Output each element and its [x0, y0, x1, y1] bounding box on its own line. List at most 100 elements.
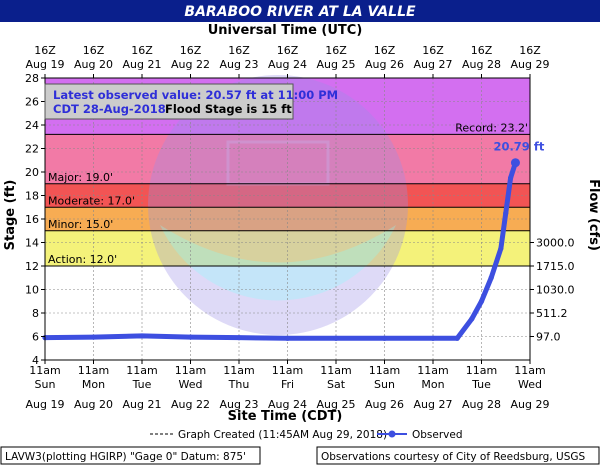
top-tick-hour: 16Z: [374, 44, 396, 57]
top-tick-hour: 16Z: [180, 44, 202, 57]
top-tick-date: Aug 25: [317, 58, 356, 71]
y-tick-label: 24: [25, 119, 39, 132]
watermark-circle: [148, 75, 408, 335]
legend-observed-label: Observed: [412, 429, 463, 441]
bottom-tick-date: Aug 29: [511, 398, 550, 411]
stage-label-major: Major: 19.0': [48, 171, 113, 184]
top-tick-hour: 16Z: [83, 44, 105, 57]
courtesy-box: [316, 446, 600, 465]
gage-info-text: LAVW3(plotting HGIRP) "Gage 0" Datum: 87…: [5, 451, 246, 463]
y-tick-label: 8: [32, 307, 39, 320]
watermark-lower-half: [160, 225, 396, 301]
stage-threshold-lines: Record: 23.2' Major: 19.0' Moderate: 17.0'…: [45, 121, 530, 267]
stage-label-minor: Minor: 15.0': [48, 218, 113, 231]
top-tick-date: Aug 28: [462, 58, 501, 71]
bottom-tick-weekday: Sun: [374, 378, 395, 391]
bottom-tick-time: 11am: [126, 364, 157, 377]
bottom-tick-date: Aug 23: [220, 398, 259, 411]
bottom-tick-time: 11am: [175, 364, 206, 377]
observed-point: [90, 334, 97, 340]
legend-observed-dot: [388, 430, 396, 438]
flow-tick-label: 1715.0: [536, 260, 575, 273]
top-tick-hour: 16Z: [471, 44, 493, 57]
top-tick-date: Aug 29: [511, 58, 550, 71]
top-tick-date: Aug 19: [26, 58, 65, 71]
stage-label-record: Record: 23.2': [455, 121, 528, 134]
bottom-tick-time: 11am: [514, 364, 545, 377]
top-tick-hour: 16Z: [277, 44, 299, 57]
observed-point: [381, 335, 388, 341]
info-flood-stage: Flood Stage is 15 ft: [165, 102, 292, 116]
bottom-tick-time: 11am: [272, 364, 303, 377]
flow-tick-label: 3000.0: [536, 237, 575, 250]
bottom-tick-date: Aug 21: [123, 398, 162, 411]
observed-point: [478, 298, 485, 304]
top-tick-date: Aug 20: [74, 58, 113, 71]
bottom-tick-time: 11am: [466, 364, 497, 377]
y-tick-label: 6: [32, 331, 39, 344]
top-tick-hour: 16Z: [34, 44, 56, 57]
info-latest-value: Latest observed value: 20.57 ft at 11:00…: [53, 88, 338, 102]
bottom-tick-time: 11am: [369, 364, 400, 377]
top-tick-date: Aug 27: [414, 58, 453, 71]
bottom-tick-date: Aug 26: [365, 398, 404, 411]
bottom-tick-weekday: Fri: [281, 378, 294, 391]
bottom-tick-weekday: Thu: [228, 378, 250, 391]
bottom-tick-weekday: Sun: [35, 378, 56, 391]
top-tick-date: Aug 21: [123, 58, 162, 71]
observed-peak-point: [510, 158, 520, 168]
bottom-tick-weekday: Sat: [327, 378, 346, 391]
bottom-axis-title: Site Time (CDT): [228, 409, 343, 424]
bottom-tick-date: Aug 24: [268, 398, 307, 411]
top-tick-hour: 16Z: [422, 44, 444, 57]
top-tick-date: Aug 23: [220, 58, 259, 71]
stage-label-moderate: Moderate: 17.0': [48, 194, 135, 207]
top-tick-hour: 16Z: [228, 44, 250, 57]
y2-axis-title: Flow (cfs): [586, 179, 600, 251]
y-tick-label: 4: [32, 354, 39, 367]
legend-graph-created: Graph Created (11:45AM Aug 29, 2018): [178, 429, 387, 441]
y-tick-label: 26: [25, 96, 39, 109]
y-tick-label: 14: [25, 237, 39, 250]
observed-point: [333, 335, 339, 341]
observed-point: [503, 210, 509, 216]
y-tick-label: 12: [25, 260, 39, 273]
axes: 4 6 8 10 12 14 16 18 20 22 24 26 28 97.0 511.2 1030.0 17…: [25, 44, 575, 411]
info-date: CDT 28-Aug-2018: [53, 102, 166, 116]
bottom-tick-weekday: Mon: [421, 378, 444, 391]
y-tick-label: 18: [25, 190, 39, 203]
title-bar: [0, 0, 600, 22]
observed-point: [284, 335, 291, 341]
chart-title: BARABOO RIVER AT LA VALLE: [184, 4, 416, 20]
bottom-tick-date: Aug 28: [462, 398, 501, 411]
info-box: [44, 83, 294, 120]
bottom-tick-time: 11am: [29, 364, 60, 377]
top-tick-hour: 16Z: [131, 44, 153, 57]
y-axis-title: Stage (ft): [3, 180, 18, 251]
bottom-tick-date: Aug 25: [317, 398, 356, 411]
observed-point: [488, 275, 494, 281]
observed-series: 20.79 ft: [42, 140, 545, 341]
bottom-tick-time: 11am: [320, 364, 351, 377]
y-tick-label: 20: [25, 166, 39, 179]
bottom-tick-weekday: Wed: [179, 378, 203, 391]
top-tick-date: Aug 26: [365, 58, 404, 71]
y-tick-label: 16: [25, 213, 39, 226]
noaa-watermark: [148, 75, 408, 335]
bottom-tick-weekday: Tue: [132, 378, 152, 391]
observed-point: [187, 334, 194, 340]
stage-label-action: Action: 12.0': [48, 253, 117, 266]
top-tick-hour: 16Z: [519, 44, 541, 57]
bottom-tick-date: Aug 20: [74, 398, 113, 411]
y-tick-label: 28: [25, 72, 39, 85]
courtesy-text: Observations courtesy of City of Reedsbu…: [321, 451, 586, 463]
observed-point: [430, 335, 436, 341]
bottom-tick-date: Aug 19: [26, 398, 65, 411]
bottom-tick-weekday: Tue: [471, 378, 491, 391]
y-tick-label: 10: [25, 284, 39, 297]
flow-tick-label: 1030.0: [536, 284, 575, 297]
bottom-tick-date: Aug 27: [414, 398, 453, 411]
y-tick-label: 22: [25, 143, 39, 156]
observed-point: [469, 316, 475, 322]
